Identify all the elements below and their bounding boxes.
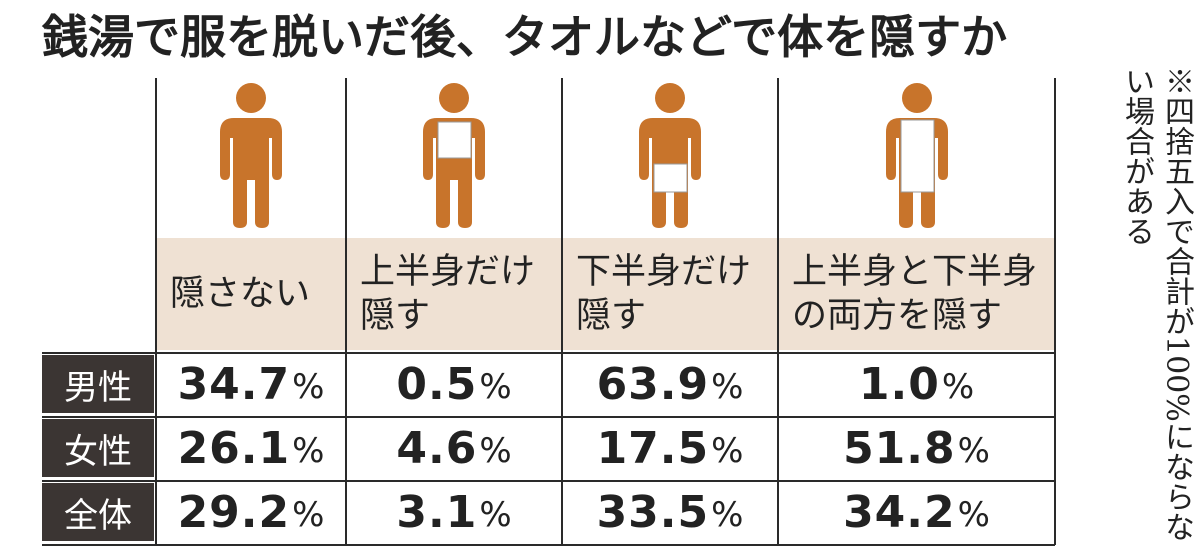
percent-unit: % bbox=[711, 495, 744, 535]
data-cell: 17.5% bbox=[562, 419, 778, 477]
column-label: 上半身と下半身 の両方を隠す bbox=[792, 238, 1049, 350]
data-value: 34.7 bbox=[177, 358, 291, 410]
row-label: 男性 bbox=[42, 355, 154, 413]
column-divider bbox=[561, 78, 563, 545]
data-value: 63.9 bbox=[596, 358, 710, 410]
data-value: 26.1 bbox=[177, 422, 291, 474]
column-label-line: 上半身だけ bbox=[360, 252, 536, 292]
row-divider bbox=[42, 352, 1055, 354]
row-divider bbox=[42, 416, 1055, 418]
label-band bbox=[156, 238, 1055, 350]
data-cell: 0.5% bbox=[346, 355, 562, 413]
data-value: 51.8 bbox=[843, 422, 956, 474]
head-shape bbox=[236, 83, 266, 113]
data-cell: 4.6% bbox=[346, 419, 562, 477]
head-shape bbox=[439, 83, 469, 113]
data-cell: 3.1% bbox=[346, 483, 562, 541]
head-shape bbox=[655, 83, 685, 113]
data-value: 0.5 bbox=[396, 358, 478, 410]
column-label-line: 隠さない bbox=[170, 274, 311, 314]
data-value: 34.2 bbox=[843, 486, 956, 538]
column-label-line: 隠す bbox=[360, 296, 431, 336]
percent-unit: % bbox=[479, 367, 512, 407]
data-value: 4.6 bbox=[396, 422, 478, 474]
chart-title: 銭湯で服を脱いだ後、タオルなどで体を隠すか bbox=[42, 10, 1008, 64]
data-cell: 34.7% bbox=[156, 355, 346, 413]
percent-unit: % bbox=[479, 495, 512, 535]
percent-unit: % bbox=[711, 431, 744, 471]
percent-unit: % bbox=[957, 431, 990, 471]
data-cell: 63.9% bbox=[562, 355, 778, 413]
person-lower-cover-icon bbox=[639, 83, 701, 228]
column-divider bbox=[345, 78, 347, 545]
percent-unit: % bbox=[711, 367, 744, 407]
towel-full bbox=[900, 119, 934, 193]
data-cell: 34.2% bbox=[778, 483, 1055, 541]
towel-lower bbox=[653, 163, 688, 193]
data-cell: 26.1% bbox=[156, 419, 346, 477]
row-label: 全体 bbox=[42, 483, 154, 541]
column-label: 上半身だけ 隠す bbox=[360, 238, 556, 350]
percent-unit: % bbox=[292, 367, 325, 407]
percent-unit: % bbox=[292, 495, 325, 535]
head-shape bbox=[901, 83, 932, 113]
data-cell: 33.5% bbox=[562, 483, 778, 541]
column-label: 下半身だけ 隠す bbox=[576, 238, 772, 350]
row-label: 女性 bbox=[42, 419, 154, 477]
data-value: 3.1 bbox=[396, 486, 478, 538]
body-shape bbox=[220, 118, 282, 228]
person-no-cover-icon bbox=[220, 83, 282, 228]
person-full-cover-icon bbox=[885, 83, 948, 228]
row-divider bbox=[42, 544, 1055, 546]
column-label: 隠さない bbox=[170, 238, 340, 350]
towel-upper bbox=[437, 121, 472, 159]
percent-unit: % bbox=[292, 431, 325, 471]
column-divider bbox=[1054, 78, 1056, 545]
column-label-line: 下半身だけ bbox=[576, 252, 752, 292]
rounding-note: ※四捨五入で合計が100%にならない場合がある bbox=[1119, 66, 1194, 542]
column-label-line: 隠す bbox=[576, 296, 647, 336]
data-cell: 29.2% bbox=[156, 483, 346, 541]
column-divider bbox=[777, 78, 779, 545]
data-value: 33.5 bbox=[596, 486, 710, 538]
percent-unit: % bbox=[479, 431, 512, 471]
column-label-line: 上半身と下半身 bbox=[792, 252, 1038, 292]
column-divider bbox=[155, 78, 157, 545]
person-upper-cover-icon bbox=[423, 83, 485, 228]
data-value: 29.2 bbox=[177, 486, 291, 538]
column-label-line: の両方を隠す bbox=[792, 296, 1003, 336]
data-value: 1.0 bbox=[858, 358, 940, 410]
percent-unit: % bbox=[941, 367, 975, 407]
row-divider bbox=[42, 480, 1055, 482]
data-value: 17.5 bbox=[596, 422, 710, 474]
data-cell: 51.8% bbox=[778, 419, 1055, 477]
percent-unit: % bbox=[957, 495, 990, 535]
data-cell: 1.0% bbox=[778, 355, 1055, 413]
